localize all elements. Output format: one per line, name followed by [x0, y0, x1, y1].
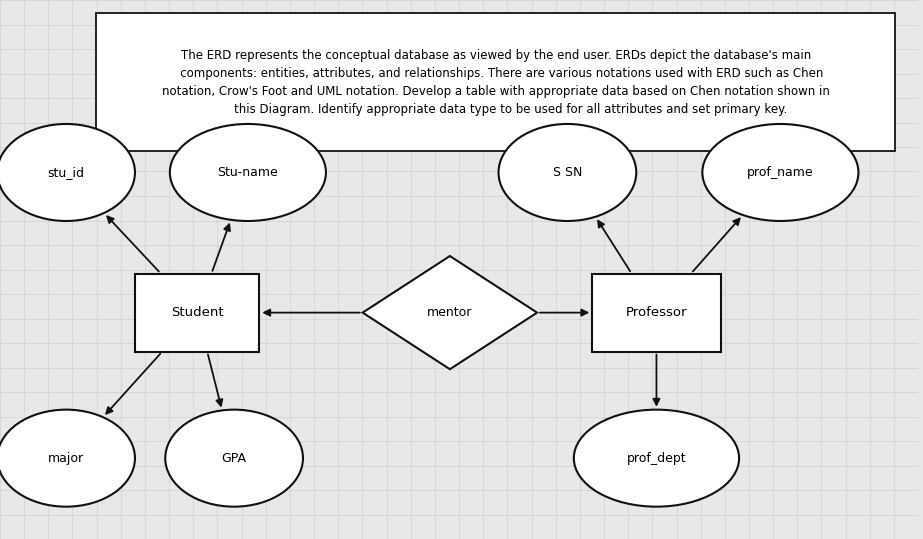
- Text: GPA: GPA: [222, 452, 246, 465]
- Ellipse shape: [0, 410, 135, 507]
- Text: Student: Student: [171, 306, 223, 319]
- Ellipse shape: [170, 124, 326, 221]
- Text: major: major: [48, 452, 84, 465]
- Text: mentor: mentor: [427, 306, 473, 319]
- Ellipse shape: [165, 410, 303, 507]
- Text: prof_name: prof_name: [747, 166, 814, 179]
- Ellipse shape: [574, 410, 739, 507]
- Text: Stu-name: Stu-name: [218, 166, 278, 179]
- Text: The ERD represents the conceptual database as viewed by the end user. ERDs depic: The ERD represents the conceptual databa…: [162, 49, 830, 116]
- Bar: [96, 13, 895, 151]
- Ellipse shape: [0, 124, 135, 221]
- Bar: [136, 274, 259, 352]
- Text: prof_dept: prof_dept: [627, 452, 687, 465]
- Text: Professor: Professor: [626, 306, 688, 319]
- Text: S SN: S SN: [553, 166, 582, 179]
- Ellipse shape: [498, 124, 636, 221]
- Polygon shape: [363, 256, 537, 369]
- Text: stu_id: stu_id: [48, 166, 85, 179]
- Ellipse shape: [702, 124, 858, 221]
- Bar: [593, 274, 721, 352]
